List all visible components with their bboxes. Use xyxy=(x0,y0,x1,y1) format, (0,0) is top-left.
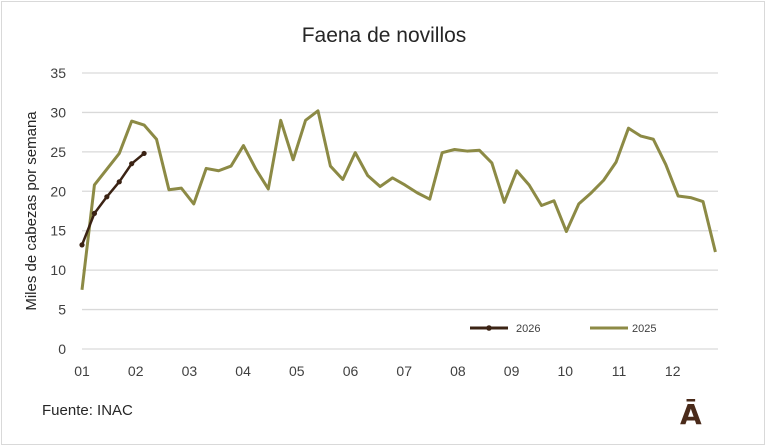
data-point-2026 xyxy=(129,161,135,167)
legend-marker-2026 xyxy=(486,325,492,331)
x-tick-label: 08 xyxy=(450,363,466,379)
y-tick-label: 35 xyxy=(50,65,66,81)
brand-logo: Ā xyxy=(680,398,702,431)
x-tick-label: 12 xyxy=(665,363,681,379)
x-tick-label: 07 xyxy=(396,363,412,379)
x-tick-label: 06 xyxy=(343,363,359,379)
x-tick-label: 03 xyxy=(182,363,198,379)
x-tick-label: 10 xyxy=(558,363,574,379)
x-tick-label: 04 xyxy=(235,363,251,379)
y-tick-label: 25 xyxy=(50,144,66,160)
y-tick-label: 10 xyxy=(50,262,66,278)
y-tick-label: 20 xyxy=(50,183,66,199)
series-line-2025 xyxy=(80,109,717,291)
y-tick-label: 0 xyxy=(58,341,66,357)
x-tick-label: 09 xyxy=(504,363,520,379)
x-tick-label: 02 xyxy=(128,363,144,379)
data-point-2026 xyxy=(116,179,122,185)
x-tick-label: 01 xyxy=(74,363,90,379)
series-line-2026 xyxy=(80,152,145,246)
data-point-2026 xyxy=(104,194,110,200)
legend-label-2026: 2026 xyxy=(516,323,540,335)
y-tick-label: 5 xyxy=(58,302,66,318)
x-tick-label: 11 xyxy=(612,363,627,379)
data-point-2026 xyxy=(141,150,147,157)
data-point-2026 xyxy=(91,210,98,216)
data-point-2026 xyxy=(79,242,85,248)
y-tick-label: 15 xyxy=(50,223,66,239)
legend-label-2025: 2025 xyxy=(632,323,656,335)
x-tick-label: 05 xyxy=(289,363,305,379)
source-note: Fuente: INAC xyxy=(42,402,133,419)
y-tick-label: 30 xyxy=(50,104,66,120)
chart-title: Faena de novillos xyxy=(302,24,467,47)
y-axis-label: Miles de cabezas por semana xyxy=(23,111,40,311)
